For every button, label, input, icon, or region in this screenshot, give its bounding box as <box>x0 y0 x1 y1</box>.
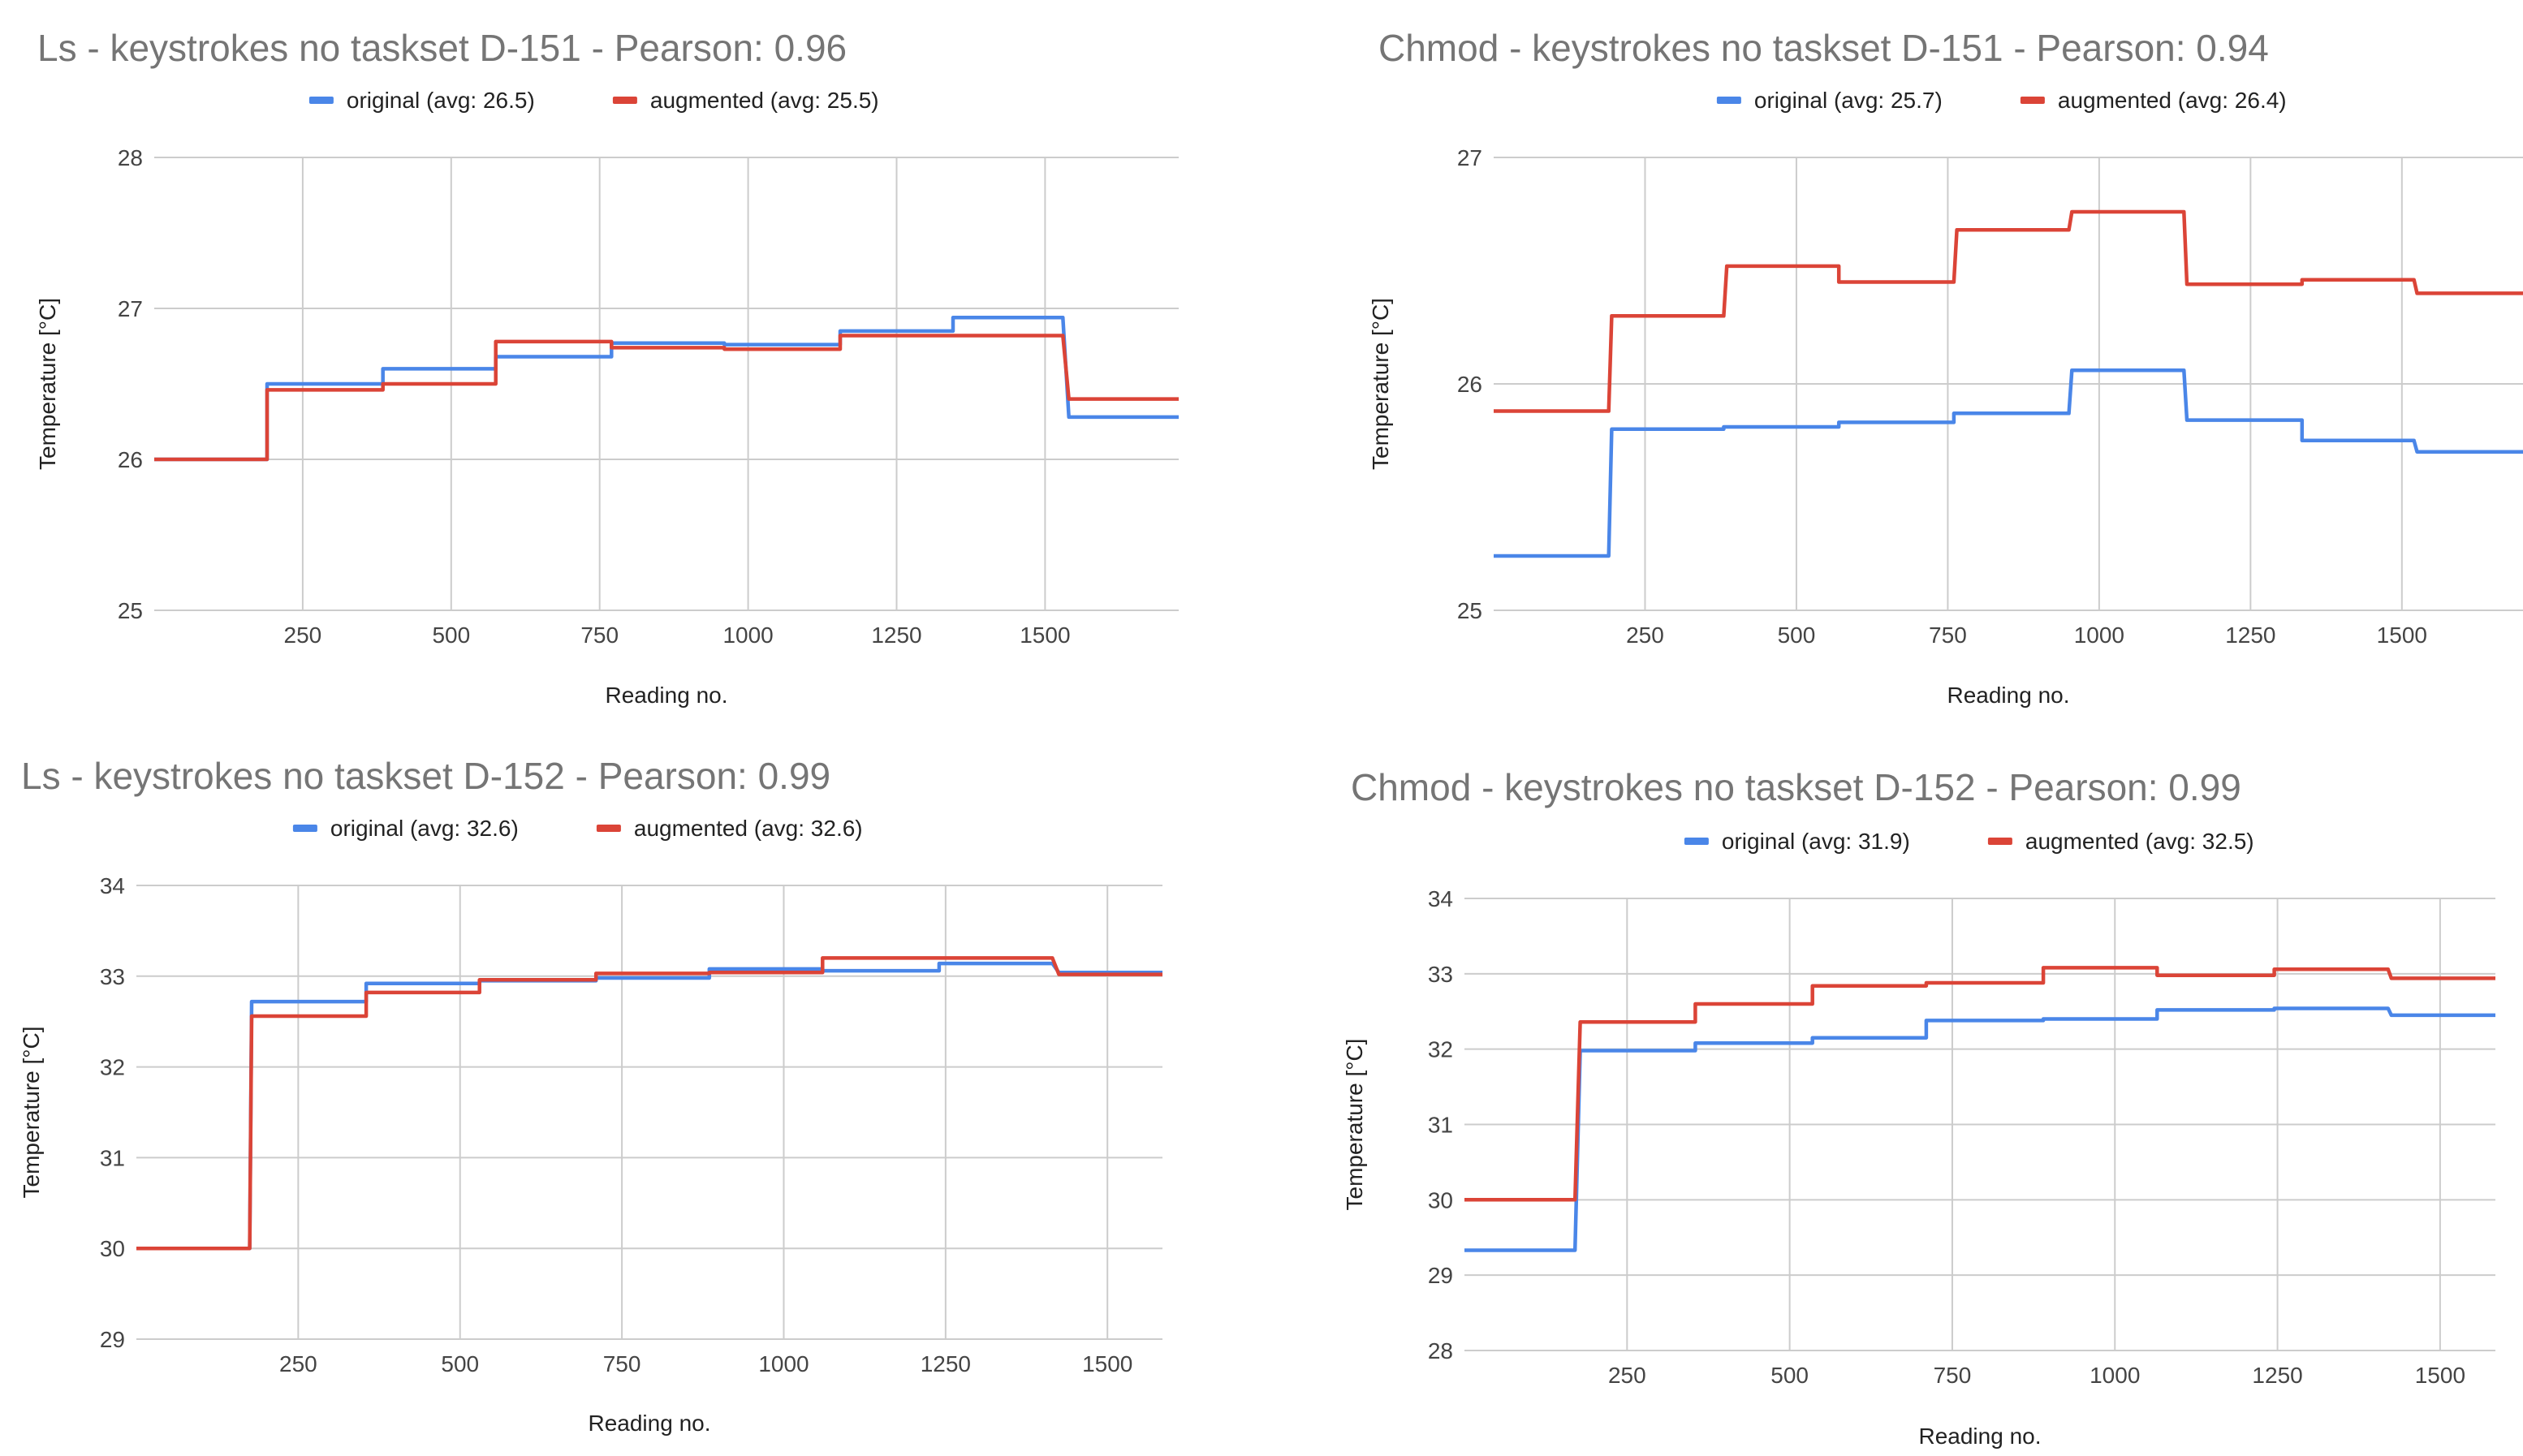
y-tick-label: 29 <box>1428 1263 1453 1288</box>
x-tick-label: 1250 <box>2252 1363 2302 1388</box>
x-tick-label: 500 <box>1778 622 1816 648</box>
y-tick-label: 30 <box>1428 1187 1453 1213</box>
x-tick-label: 250 <box>279 1351 317 1376</box>
y-axis-label: Temperature [°C] <box>19 1027 44 1199</box>
x-tick-label: 500 <box>441 1351 479 1376</box>
x-tick-label: 1500 <box>2377 622 2427 648</box>
x-axis-label: Reading no. <box>1918 1424 2041 1449</box>
x-tick-label: 750 <box>1934 1363 1972 1388</box>
x-tick-label: 1000 <box>2090 1363 2140 1388</box>
chart-ls-d152: Ls - keystrokes no taskset D-152 - Pears… <box>19 755 1162 1436</box>
legend-swatch <box>292 825 317 832</box>
chart-panel-chmod-d151: Chmod - keystrokes no taskset D-151 - Pe… <box>1262 0 2523 728</box>
y-tick-label: 34 <box>100 873 125 898</box>
legend-swatch <box>308 97 334 104</box>
legend-item-augmented[interactable]: augmented (avg: 26.4) <box>2020 88 2287 113</box>
x-tick-label: 750 <box>580 622 619 648</box>
series-line-augmented <box>1494 209 2523 413</box>
x-tick-label: 1250 <box>921 1351 971 1376</box>
y-tick-label: 25 <box>1457 598 1482 623</box>
legend-label: original (avg: 31.9) <box>1722 829 1910 854</box>
x-tick-label: 1250 <box>2225 622 2275 648</box>
y-tick-label: 25 <box>118 598 143 623</box>
legend-swatch <box>1684 838 1709 845</box>
y-tick-label: 26 <box>1457 372 1482 397</box>
y-axis-label: Temperature [°C] <box>1342 1039 1367 1211</box>
legend-item-augmented[interactable]: augmented (avg: 32.6) <box>596 816 863 841</box>
series-line-augmented <box>1464 966 2495 1202</box>
legend-swatch <box>1716 97 1741 104</box>
x-axis-label: Reading no. <box>588 1411 710 1436</box>
x-tick-label: 500 <box>432 622 470 648</box>
y-tick-label: 32 <box>1428 1037 1453 1062</box>
chart-chmod-d152: Chmod - keystrokes no taskset D-152 - Pe… <box>1342 766 2495 1449</box>
legend-item-augmented[interactable]: augmented (avg: 32.5) <box>1987 829 2254 854</box>
series-line-augmented <box>154 334 1179 462</box>
legend-label: augmented (avg: 32.5) <box>2025 829 2254 854</box>
x-axis-label: Reading no. <box>1947 683 2069 708</box>
x-tick-label: 1500 <box>2415 1363 2465 1388</box>
legend-swatch <box>612 97 637 104</box>
x-tick-label: 1000 <box>758 1351 809 1376</box>
legend-item-original[interactable]: original (avg: 32.6) <box>292 816 519 841</box>
series-line-augmented <box>136 956 1162 1251</box>
y-tick-label: 33 <box>100 964 125 989</box>
series-line-original <box>1494 368 2523 558</box>
legend-label: original (avg: 32.6) <box>330 816 519 841</box>
chart-title: Ls - keystrokes no taskset D-152 - Pears… <box>21 755 830 797</box>
y-tick-label: 27 <box>118 296 143 321</box>
chart-title: Ls - keystrokes no taskset D-151 - Pears… <box>37 27 847 69</box>
series-line-original <box>136 961 1162 1251</box>
series-line-original <box>154 315 1179 462</box>
legend-swatch <box>2020 97 2045 104</box>
x-tick-label: 750 <box>603 1351 641 1376</box>
y-tick-label: 33 <box>1428 962 1453 987</box>
legend-item-augmented[interactable]: augmented (avg: 25.5) <box>612 88 879 113</box>
series-line-original <box>1464 1006 2495 1252</box>
x-tick-label: 1500 <box>1082 1351 1132 1376</box>
y-tick-label: 31 <box>1428 1113 1453 1138</box>
x-tick-label: 250 <box>1608 1363 1646 1388</box>
y-tick-label: 30 <box>100 1236 125 1261</box>
legend-swatch <box>1987 838 2012 845</box>
y-tick-label: 34 <box>1428 886 1453 911</box>
chart-panel-ls-d151: Ls - keystrokes no taskset D-151 - Pears… <box>0 0 1262 728</box>
legend-item-original[interactable]: original (avg: 25.7) <box>1716 88 1943 113</box>
x-axis-label: Reading no. <box>605 683 727 708</box>
x-tick-label: 500 <box>1770 1363 1809 1388</box>
y-axis-label: Temperature [°C] <box>35 298 60 470</box>
x-tick-label: 250 <box>284 622 322 648</box>
y-tick-label: 26 <box>118 447 143 472</box>
x-tick-label: 750 <box>1929 622 1967 648</box>
legend-swatch <box>596 825 621 832</box>
y-tick-label: 32 <box>100 1055 125 1080</box>
y-tick-label: 31 <box>100 1145 125 1170</box>
chart-ls-d151: Ls - keystrokes no taskset D-151 - Pears… <box>35 27 1179 708</box>
y-axis-label: Temperature [°C] <box>1368 298 1393 470</box>
x-tick-label: 1500 <box>1020 622 1070 648</box>
y-tick-label: 29 <box>100 1327 125 1352</box>
legend-label: augmented (avg: 25.5) <box>650 88 879 113</box>
chart-title: Chmod - keystrokes no taskset D-152 - Pe… <box>1351 766 2241 808</box>
legend-label: original (avg: 25.7) <box>1754 88 1943 113</box>
legend-item-original[interactable]: original (avg: 26.5) <box>308 88 535 113</box>
legend-label: original (avg: 26.5) <box>347 88 535 113</box>
y-tick-label: 28 <box>1428 1338 1453 1363</box>
chart-panel-chmod-d152: Chmod - keystrokes no taskset D-152 - Pe… <box>1262 728 2523 1456</box>
x-tick-label: 1000 <box>722 622 773 648</box>
legend-label: augmented (avg: 32.6) <box>634 816 863 841</box>
y-tick-label: 28 <box>118 145 143 170</box>
legend-label: augmented (avg: 26.4) <box>2058 88 2287 113</box>
chart-title: Chmod - keystrokes no taskset D-151 - Pe… <box>1378 27 2269 69</box>
x-tick-label: 1250 <box>871 622 921 648</box>
y-tick-label: 27 <box>1457 145 1482 170</box>
x-tick-label: 1000 <box>2074 622 2124 648</box>
chart-chmod-d151: Chmod - keystrokes no taskset D-151 - Pe… <box>1368 27 2523 708</box>
legend-item-original[interactable]: original (avg: 31.9) <box>1684 829 1910 854</box>
x-tick-label: 250 <box>1626 622 1664 648</box>
chart-panel-ls-d152: Ls - keystrokes no taskset D-152 - Pears… <box>0 728 1262 1456</box>
